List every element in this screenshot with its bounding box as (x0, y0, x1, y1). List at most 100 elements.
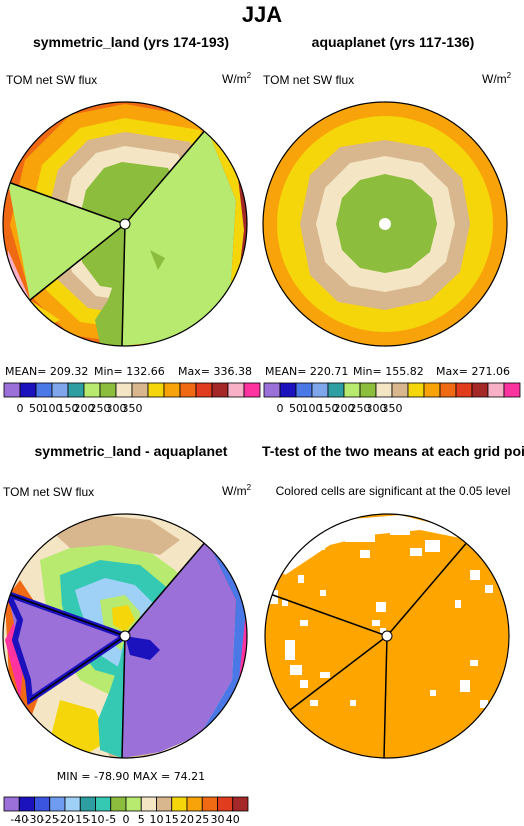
colorbar-box (147, 382, 165, 398)
colorbar-box (67, 382, 85, 398)
panel2-units: W/m2 (482, 71, 512, 86)
colorbar-box (64, 796, 81, 812)
colorbar-box (49, 796, 66, 812)
colorbar-tick-label: 0 (16, 402, 24, 415)
panel3-units: W/m2 (222, 483, 252, 498)
colorbar-box (327, 382, 345, 398)
panel4-map (265, 514, 509, 758)
colorbar-tick-label: -30 (25, 813, 44, 826)
colorbar-tick-label: -40 (10, 813, 29, 826)
colorbar-tick-label: -25 (40, 813, 59, 826)
colorbar-box (243, 382, 261, 398)
colorbar-box (99, 382, 117, 398)
panel1-title: symmetric_land (yrs 174-193) (32, 34, 230, 50)
colorbar-box (3, 382, 21, 398)
colorbar-box (140, 796, 157, 812)
colorbar-tick-label: -5 (105, 813, 117, 826)
colorbar-box (79, 796, 96, 812)
colorbar-tick-label: 0 (122, 813, 130, 826)
colorbar-box (201, 796, 218, 812)
colorbar-box (343, 382, 361, 398)
colorbar-box (471, 382, 489, 398)
colorbar-box (217, 796, 234, 812)
colorbar-box (3, 796, 20, 812)
colorbar-tick-label: 5 (137, 813, 145, 826)
panel2-map (263, 102, 507, 346)
colorbar-tick-label: -10 (86, 813, 105, 826)
colorbar-panel3 (3, 796, 249, 812)
colorbar-tick-label: 250 (349, 402, 371, 415)
colorbar-box (179, 382, 197, 398)
page-title: JJA (241, 2, 283, 27)
panel1-units: W/m2 (222, 71, 252, 86)
colorbar-tick-label: 0 (276, 402, 284, 415)
colorbar-box (407, 382, 425, 398)
colorbar-tick-label: 150 (317, 402, 339, 415)
colorbar-tick-label: 100 (41, 402, 63, 415)
panel3-title: symmetric_land - aquaplanet (34, 443, 228, 459)
colorbar-tick-label: 50 (29, 402, 43, 415)
panel1-max: Max= 336.38 (178, 365, 252, 378)
panel1-variable-label: TOM net SW flux (6, 73, 98, 87)
colorbar-tick-label: 200 (333, 402, 355, 415)
colorbar-box (131, 382, 149, 398)
colorbar-box (186, 796, 203, 812)
colorbar-tick-label: 150 (57, 402, 79, 415)
panel2-max: Max= 271.06 (436, 365, 510, 378)
colorbar-box (110, 796, 127, 812)
colorbar-tick-label: 200 (73, 402, 95, 415)
colorbar-tick-label: 100 (301, 402, 323, 415)
colorbar-box (163, 382, 181, 398)
panel1-map (3, 102, 247, 346)
colorbar-tick-label: 50 (289, 402, 303, 415)
colorbar-box (455, 382, 473, 398)
colorbar-box (503, 382, 521, 398)
colorbar-box (19, 382, 37, 398)
panel4-subtitle: Colored cells are significant at the 0.0… (275, 484, 511, 498)
colorbar-box (18, 796, 35, 812)
colorbar-box (359, 382, 377, 398)
panel4-title: T-test of the two means at each grid poi… (262, 443, 524, 459)
colorbar-box (211, 382, 229, 398)
colorbar-tick-label: 300 (365, 402, 387, 415)
colorbar-box (423, 382, 441, 398)
panel2-title: aquaplanet (yrs 117-136) (311, 34, 475, 50)
colorbar-box (391, 382, 409, 398)
colorbar-box (487, 382, 505, 398)
colorbar-box (171, 796, 188, 812)
panel3-map (3, 514, 247, 758)
colorbar-tick-label: 25 (195, 813, 210, 826)
colorbar-tick-label: -20 (56, 813, 74, 826)
colorbar-tick-label: 20 (180, 813, 194, 826)
colorbar-box (263, 382, 281, 398)
colorbar-box (35, 382, 53, 398)
colorbar-tick-label: 10 (149, 813, 164, 826)
colorbar-box (439, 382, 457, 398)
colorbar-box (295, 382, 313, 398)
panel3-variable-label: TOM net SW flux (3, 485, 95, 499)
panel3-minmax: MIN = -78.90 MAX = 74.21 (56, 770, 206, 783)
colorbar-box (279, 382, 297, 398)
colorbar-box (311, 382, 329, 398)
colorbar-box (156, 796, 173, 812)
panel1-mean: MEAN= 209.32 (5, 365, 89, 378)
colorbar-tick-label: -15 (71, 813, 90, 826)
colorbar-tick-label: 30 (210, 813, 225, 826)
panel2-variable-label: TOM net SW flux (263, 73, 355, 87)
colorbar-box (227, 382, 245, 398)
colorbar-box (125, 796, 142, 812)
panel2-min: Min= 155.82 (353, 365, 424, 378)
colorbar-tick-label: 350 (381, 402, 403, 415)
panel1-min: Min= 132.66 (94, 365, 165, 378)
colorbar-tick-label: 350 (121, 402, 143, 415)
colorbar-box (195, 382, 213, 398)
colorbar-tick-label: 15 (164, 813, 179, 826)
colorbar-box (375, 382, 393, 398)
colorbar-box (51, 382, 69, 398)
colorbar-box (115, 382, 133, 398)
panel2-mean: MEAN= 220.71 (265, 365, 349, 378)
colorbar-tick-label: 40 (225, 813, 240, 826)
colorbar-tick-label: 250 (89, 402, 111, 415)
colorbar-tick-label: 300 (105, 402, 127, 415)
